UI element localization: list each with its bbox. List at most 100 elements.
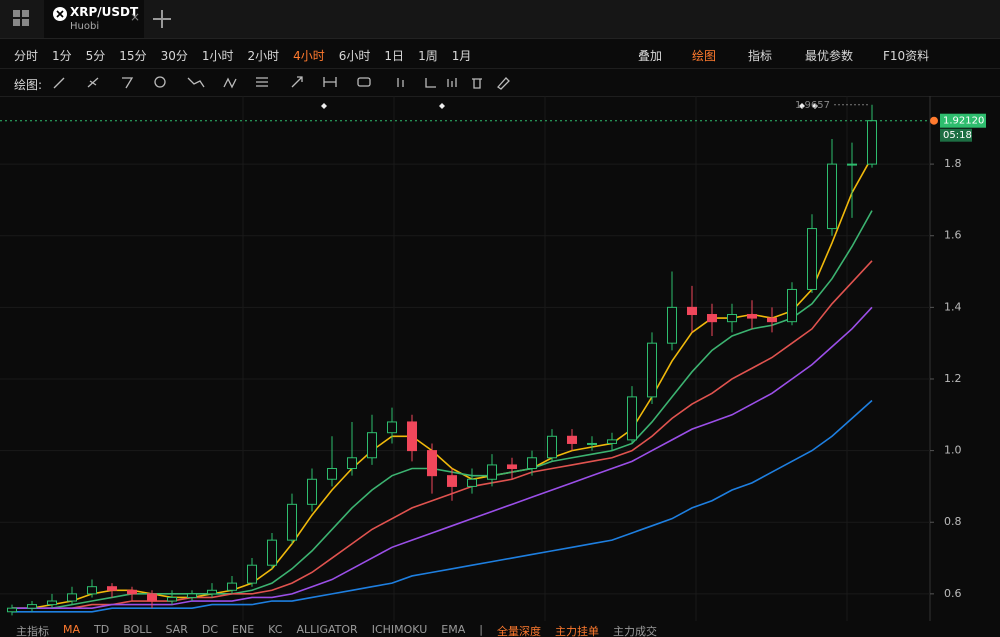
candle-body: [467, 478, 477, 487]
period-button[interactable]: 分时: [14, 49, 39, 63]
header: XRP/USDT Huobi ×: [0, 0, 1000, 39]
y-tick-label: 0.8: [944, 515, 962, 528]
candle-body: [787, 288, 797, 323]
candle-body: [127, 589, 137, 595]
coin-icon: [53, 7, 67, 21]
depth-button[interactable]: 主力挂单: [554, 625, 599, 637]
period-button[interactable]: 1月: [451, 49, 472, 63]
candle-body: [367, 432, 377, 459]
indicator-button[interactable]: ICHIMOKU: [371, 623, 428, 636]
candle-body: [307, 478, 317, 505]
draw-tools[interactable]: [48, 69, 518, 96]
candle-body: [567, 435, 577, 444]
drawing-label: 绘图:: [14, 78, 43, 92]
candle-body: [387, 421, 397, 434]
tool-button[interactable]: 指标: [748, 49, 773, 63]
candle-body: [27, 604, 37, 609]
candle-body: [227, 582, 237, 591]
ma-line: [12, 399, 873, 613]
tool-button[interactable]: F10资料: [883, 49, 930, 63]
period-bar: 分时 1分 5分 15分 30分 1小时 2小时 4小时 6小时 1日 1周 1月 叠加 绘图 指标 最优参数…: [0, 40, 1000, 69]
indicator-button[interactable]: ALLIGATOR: [296, 623, 358, 636]
period-button[interactable]: 1分: [52, 49, 72, 63]
indicator-button[interactable]: DC: [201, 623, 219, 636]
ma-line: [12, 306, 873, 609]
candle-body: [707, 314, 717, 323]
candle-body: [327, 468, 337, 480]
candle-body: [747, 314, 757, 319]
candle-body: [207, 589, 217, 595]
candle-body: [507, 464, 517, 470]
high-marker-label: 1.9657: [795, 100, 830, 111]
tool-button[interactable]: 绘图: [692, 49, 717, 63]
candle-body: [487, 464, 497, 480]
price-box: [940, 113, 986, 128]
period-button[interactable]: 2小时: [247, 49, 280, 63]
period-button[interactable]: 15分: [119, 49, 147, 63]
candle-body: [187, 593, 197, 598]
period-button[interactable]: 6小时: [338, 49, 371, 63]
y-tick-label: 0.6: [944, 587, 962, 600]
menu-icon[interactable]: [0, 0, 40, 38]
candle-body: [527, 457, 537, 470]
depth-button[interactable]: 全量深度: [496, 625, 541, 637]
indicator-button[interactable]: ENE: [232, 623, 255, 636]
event-marker: [812, 103, 818, 109]
period-button[interactable]: 30分: [160, 49, 188, 63]
candle-body: [7, 607, 17, 613]
candle-body: [587, 442, 597, 445]
candle-body: [727, 314, 737, 323]
candle-body: [627, 396, 637, 441]
candle-body: [47, 600, 57, 606]
candle-body: [87, 586, 97, 595]
chart: 0.6 0.8 1.0 1.2 1.4 1.6 1.8 1.9657 1.92120 05:18: [0, 96, 986, 621]
candle-body: [687, 306, 697, 316]
candle-body: [267, 539, 277, 566]
ma-line: [12, 260, 873, 609]
candle-body: [767, 317, 777, 323]
period-button[interactable]: 1日: [384, 49, 405, 63]
candle-body: [427, 450, 437, 477]
indicator-button[interactable]: KC: [268, 623, 283, 636]
ma-line: [12, 156, 873, 609]
indicator-button[interactable]: BOLL: [123, 623, 152, 636]
y-tick-label: 1.0: [944, 444, 962, 457]
event-marker: [439, 103, 445, 109]
candle-body: [667, 306, 677, 344]
candle-body: [67, 593, 77, 602]
depth-button[interactable]: 主力成交: [612, 625, 657, 637]
indicator-button[interactable]: EMA: [441, 623, 466, 636]
indicator-button[interactable]: MA: [63, 623, 81, 636]
symbol-tab[interactable]: XRP/USDT Huobi ×: [44, 0, 144, 38]
tool-button[interactable]: 最优参数: [805, 49, 854, 63]
period-button[interactable]: 5分: [85, 49, 106, 63]
tool-button[interactable]: 叠加: [638, 49, 663, 63]
indicator-bar: 主指标 MA TD BOLL SAR DC ENE KC ALLIGATOR ICHIMOKU EM…: [0, 621, 1000, 637]
period-button[interactable]: 1周: [418, 49, 438, 63]
countdown-box: [940, 128, 972, 142]
y-tick-label: 1.2: [944, 372, 962, 385]
period-button[interactable]: 1小时: [201, 49, 234, 63]
candle-body: [547, 435, 557, 459]
y-tick-label: 1.8: [944, 157, 962, 170]
y-tick-label: 1.6: [944, 229, 962, 242]
close-tab[interactable]: ×: [130, 10, 141, 24]
candle-body: [807, 228, 817, 290]
candle-body: [247, 564, 257, 584]
price-label: 1.92120: [943, 116, 984, 127]
countdown: 05:18: [943, 130, 972, 141]
period-button[interactable]: 4小时: [293, 49, 325, 63]
indicator-button[interactable]: TD: [94, 623, 110, 636]
separator[interactable]: |: [479, 623, 483, 636]
add-tab[interactable]: [148, 0, 178, 38]
candle-body: [647, 342, 657, 398]
y-tick-label: 1.4: [944, 300, 962, 313]
price-dot: [930, 116, 938, 125]
candle-body: [407, 421, 417, 452]
candle-body: [847, 163, 857, 166]
indicator-button[interactable]: SAR: [165, 623, 188, 636]
indicator-label[interactable]: 主指标: [16, 625, 49, 637]
candle-body: [347, 457, 357, 470]
candle-body: [287, 503, 297, 541]
candle-body: [827, 163, 837, 230]
